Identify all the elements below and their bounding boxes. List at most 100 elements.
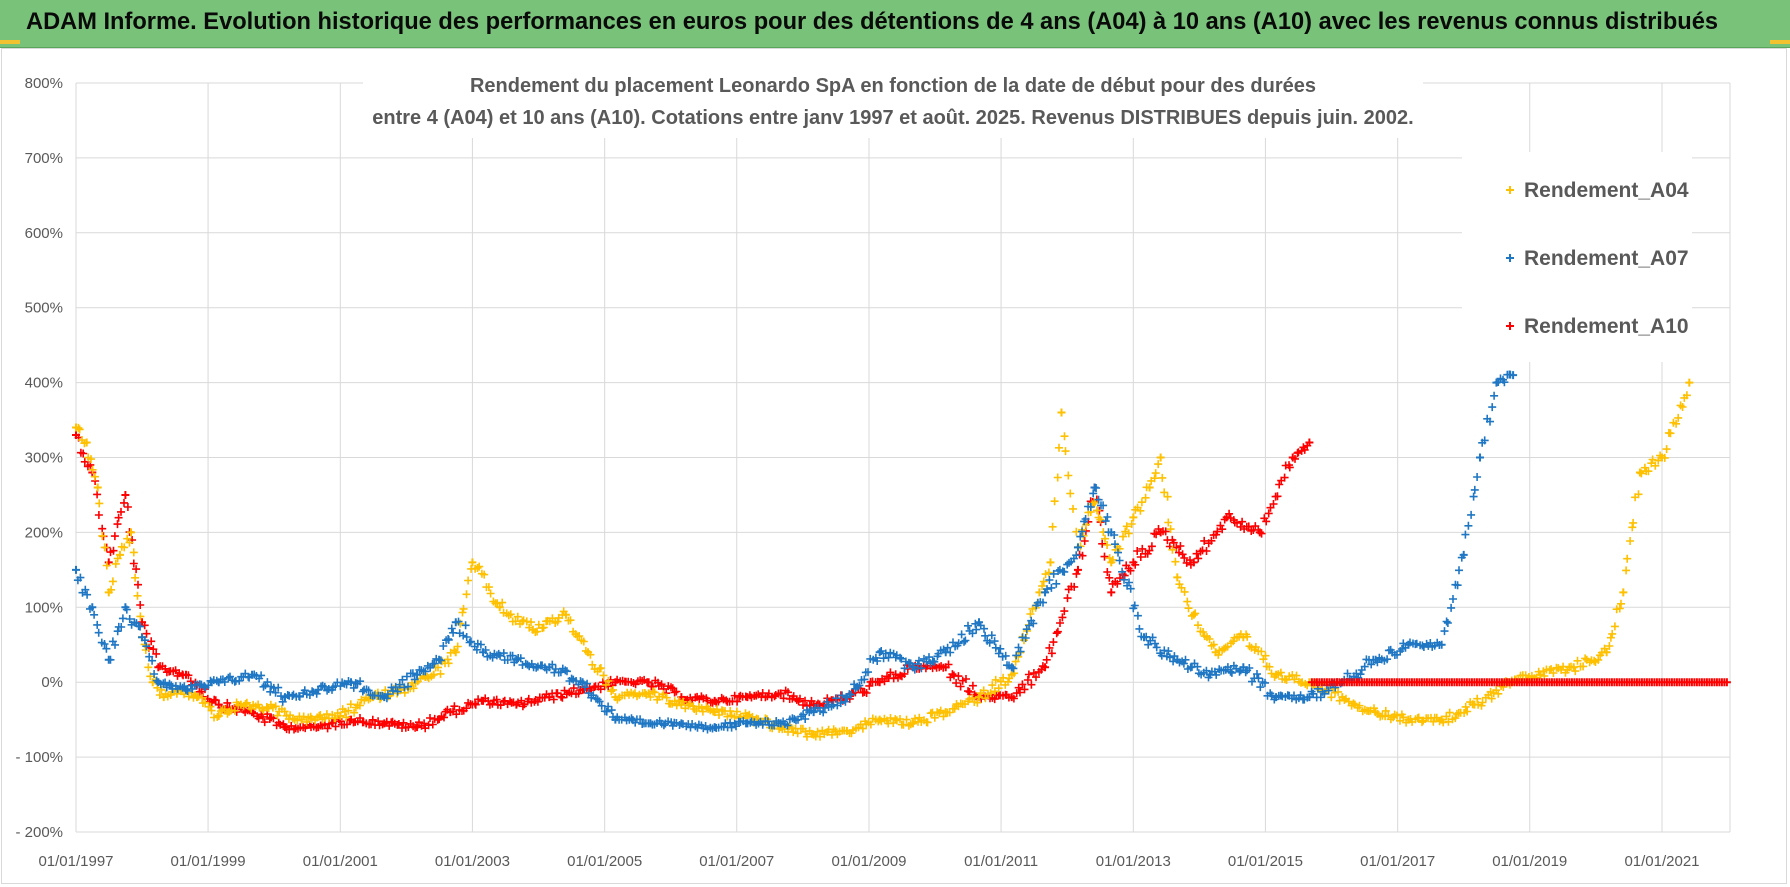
series-fill-points: [811, 725, 849, 741]
series-fill-points: [1373, 639, 1410, 667]
data-point: [1569, 663, 1578, 672]
x-tick-label: 01/01/2015: [1228, 853, 1303, 870]
x-tick-label: 01/01/2011: [964, 853, 1038, 870]
data-point: [413, 723, 422, 732]
series-fill-points: [1142, 632, 1179, 666]
data-point: [1041, 663, 1050, 672]
series-fill-points: [1159, 527, 1195, 569]
chart-title-background: [363, 70, 1423, 138]
data-point: [644, 678, 653, 687]
series-fill-points: [239, 698, 271, 715]
series-fill-points: [746, 717, 783, 730]
data-point: [1602, 648, 1611, 657]
y-tick-label: 400%: [25, 375, 63, 392]
series-fill-points: [1038, 568, 1053, 590]
series-fill-points: [778, 722, 816, 741]
x-tick-label: 01/01/1999: [171, 853, 246, 870]
data-point: [1685, 378, 1694, 387]
series-fill-points: [910, 645, 948, 674]
series-fill-points: [90, 610, 111, 653]
data-point: [1156, 453, 1165, 462]
series-fill-points: [976, 621, 1013, 670]
data-point: [336, 711, 345, 720]
data-point: [1073, 565, 1082, 574]
series-fill-points: [73, 573, 94, 613]
series-fill-points: [1622, 490, 1643, 575]
y-tick-label: 500%: [25, 300, 63, 317]
y-tick-label: 700%: [25, 150, 63, 167]
series-fill-points: [107, 554, 122, 594]
x-tick-label: 01/01/2003: [435, 853, 510, 870]
series-fill-points: [1093, 506, 1114, 563]
data-point: [578, 678, 587, 687]
series-fill-points: [712, 717, 750, 732]
x-tick-label: 01/01/1997: [38, 853, 113, 870]
series-fill-points: [249, 709, 288, 730]
data-point: [1107, 588, 1116, 597]
chart-title-line: entre 4 (A04) et 10 ans (A10). Cotations…: [372, 107, 1413, 129]
series-fill-points: [106, 614, 127, 664]
series-fill-points: [1478, 391, 1499, 447]
series-fill-points: [74, 433, 95, 471]
series-fill-points: [481, 694, 518, 710]
series-fill-points: [183, 676, 221, 695]
series-fill-points: [299, 709, 342, 726]
series-fill-points: [1406, 713, 1444, 727]
series-fill-points: [779, 706, 816, 730]
series-fill-points: [1373, 706, 1411, 727]
data-point: [809, 708, 818, 717]
series-fill-points: [811, 691, 850, 717]
data-point: [561, 610, 570, 619]
chart-title-line: Rendement du placement Leonardo SpA en f…: [470, 75, 1316, 97]
series-fill-points: [338, 693, 375, 722]
series-fill-points: [613, 713, 650, 728]
series-fill-points: [1214, 630, 1245, 659]
y-tick-label: - 200%: [15, 824, 63, 841]
x-tick-label: 01/01/2007: [699, 853, 774, 870]
series-fill-points: [943, 694, 982, 717]
series-fill-points: [514, 654, 551, 674]
series-fill-points: [1605, 599, 1625, 650]
series-fill-points: [217, 698, 243, 718]
series-fill-points: [84, 453, 99, 481]
y-tick-label: 600%: [25, 225, 63, 242]
series-fill-points: [1048, 443, 1063, 531]
series-fill-points: [944, 660, 981, 701]
data-point: [1129, 513, 1138, 522]
data-point: [1437, 640, 1446, 649]
data-point: [1635, 468, 1644, 477]
legend-marker: [1506, 322, 1514, 330]
series-fill-points: [1191, 609, 1218, 650]
series-fill-points: [976, 673, 1014, 703]
series-fill-points: [1110, 531, 1146, 641]
grid: [75, 82, 1731, 833]
series-fill-points: [646, 687, 683, 710]
series-fill-points: [349, 714, 387, 730]
data-point: [154, 663, 163, 672]
data-point: [1305, 438, 1314, 447]
data-point: [1073, 543, 1082, 552]
series-fill-points: [283, 686, 321, 701]
data-point: [975, 693, 984, 702]
series-fill-points: [1192, 515, 1229, 563]
data-point: [115, 550, 124, 559]
series-fill-points: [679, 697, 718, 716]
series-fill-points: [1257, 461, 1294, 538]
series-fill-points: [679, 720, 717, 734]
series-fill-points: [712, 691, 750, 707]
series-fill-points: [514, 690, 551, 711]
data-point: [1509, 371, 1518, 380]
series-fill-points: [454, 617, 485, 654]
series-fill-points: [646, 716, 684, 730]
legend-background: [1462, 152, 1692, 362]
series-plot: [72, 370, 1731, 741]
series-fill-points: [531, 607, 568, 637]
legend-label: Rendement_A07: [1524, 247, 1689, 270]
data-point: [127, 528, 136, 537]
header-banner: ADAM Informe. Evolution historique des p…: [0, 0, 1790, 48]
series-fill-points: [613, 675, 652, 689]
series-fill-points: [1042, 569, 1081, 664]
series-rendement-a07: [72, 370, 1518, 734]
y-tick-label: 800%: [25, 75, 63, 92]
series-fill-points: [1439, 698, 1477, 727]
